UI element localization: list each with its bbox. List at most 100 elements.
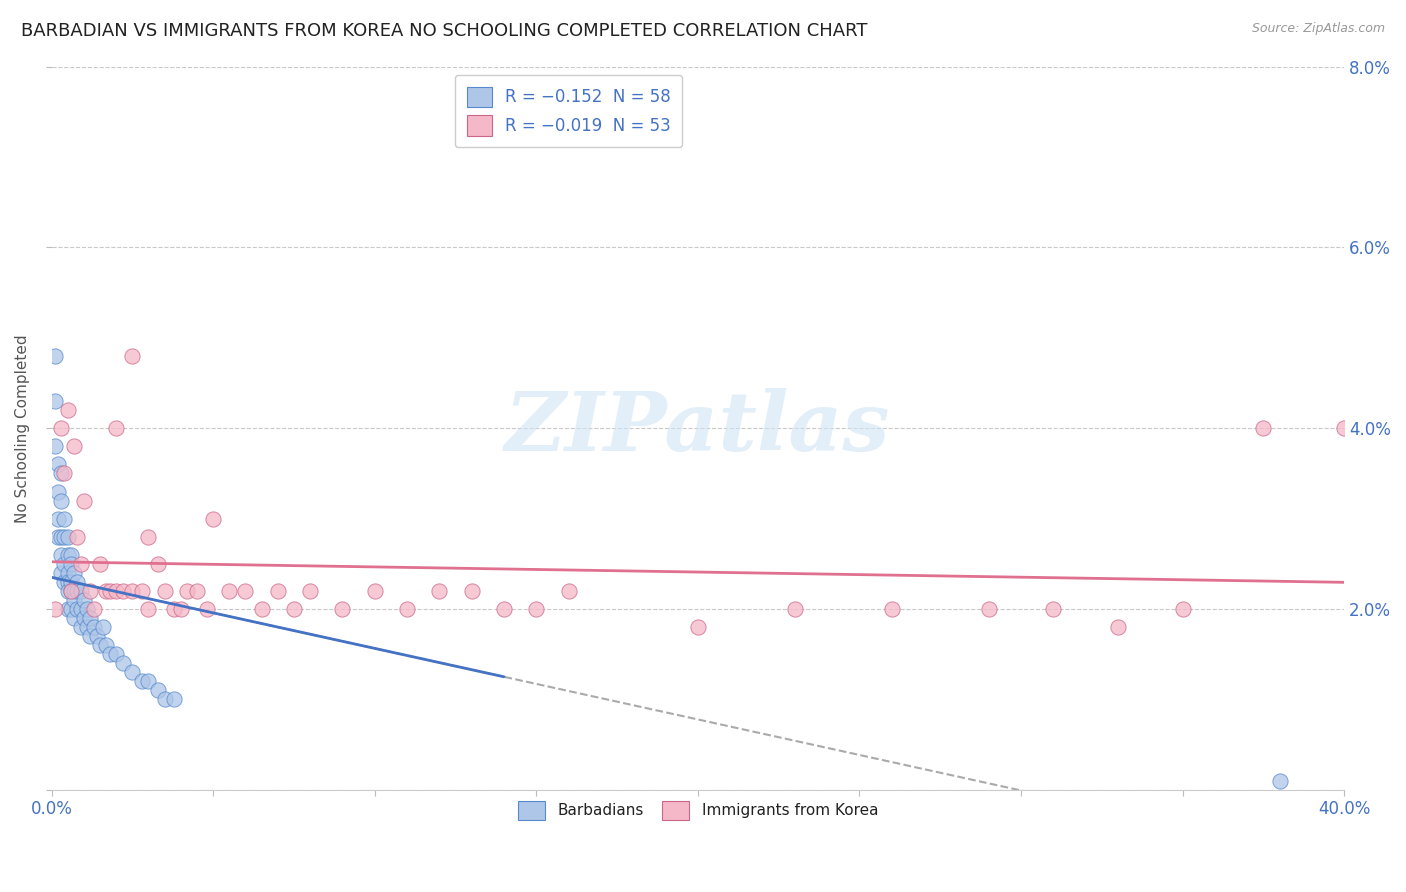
Point	[79, 629, 101, 643]
Point	[46, 530, 69, 544]
Point	[299, 584, 322, 599]
Point	[395, 602, 418, 616]
Point	[524, 602, 547, 616]
Point	[195, 602, 218, 616]
Point	[66, 584, 89, 599]
Point	[176, 584, 198, 599]
Point	[86, 629, 108, 643]
Point	[98, 648, 121, 662]
Point	[202, 511, 225, 525]
Point	[121, 584, 143, 599]
Point	[146, 683, 169, 698]
Point	[59, 584, 82, 599]
Point	[83, 620, 105, 634]
Point	[51, 548, 73, 562]
Point	[44, 602, 66, 616]
Point	[138, 530, 160, 544]
Point	[91, 620, 114, 634]
Point	[96, 584, 118, 599]
Point	[79, 611, 101, 625]
Point	[138, 674, 160, 689]
Point	[146, 557, 169, 571]
Point	[63, 611, 86, 625]
Point	[131, 584, 153, 599]
Point	[69, 620, 91, 634]
Point	[79, 584, 101, 599]
Point	[51, 421, 73, 435]
Point	[63, 593, 86, 607]
Point	[73, 611, 96, 625]
Point	[153, 584, 176, 599]
Point	[96, 638, 118, 652]
Point	[186, 584, 208, 599]
Point	[59, 584, 82, 599]
Point	[44, 394, 66, 409]
Point	[427, 584, 450, 599]
Point	[105, 421, 128, 435]
Point	[53, 574, 76, 589]
Point	[46, 458, 69, 472]
Point	[686, 620, 709, 634]
Point	[56, 530, 79, 544]
Point	[53, 467, 76, 481]
Text: BARBADIAN VS IMMIGRANTS FROM KOREA NO SCHOOLING COMPLETED CORRELATION CHART: BARBADIAN VS IMMIGRANTS FROM KOREA NO SC…	[21, 22, 868, 40]
Point	[111, 584, 134, 599]
Point	[1253, 421, 1275, 435]
Point	[69, 584, 91, 599]
Point	[73, 593, 96, 607]
Point	[1333, 421, 1355, 435]
Point	[1107, 620, 1129, 634]
Point	[56, 566, 79, 580]
Text: ZIPatlas: ZIPatlas	[505, 388, 890, 468]
Point	[153, 692, 176, 706]
Point	[59, 574, 82, 589]
Point	[76, 620, 98, 634]
Point	[250, 602, 273, 616]
Point	[235, 584, 257, 599]
Point	[1171, 602, 1194, 616]
Point	[59, 548, 82, 562]
Point	[89, 638, 111, 652]
Point	[63, 439, 86, 453]
Point	[98, 584, 121, 599]
Point	[59, 557, 82, 571]
Point	[63, 566, 86, 580]
Point	[69, 602, 91, 616]
Point	[69, 557, 91, 571]
Point	[56, 548, 79, 562]
Point	[121, 349, 143, 363]
Point	[51, 566, 73, 580]
Point	[44, 439, 66, 453]
Legend: Barbadians, Immigrants from Korea: Barbadians, Immigrants from Korea	[512, 795, 884, 826]
Point	[460, 584, 482, 599]
Point	[977, 602, 1000, 616]
Point	[53, 530, 76, 544]
Point	[783, 602, 806, 616]
Point	[46, 511, 69, 525]
Point	[51, 467, 73, 481]
Point	[1268, 773, 1291, 788]
Point	[56, 602, 79, 616]
Point	[73, 493, 96, 508]
Point	[76, 602, 98, 616]
Point	[121, 665, 143, 680]
Point	[59, 602, 82, 616]
Point	[1042, 602, 1064, 616]
Point	[363, 584, 385, 599]
Point	[557, 584, 579, 599]
Point	[283, 602, 305, 616]
Point	[53, 557, 76, 571]
Y-axis label: No Schooling Completed: No Schooling Completed	[15, 334, 30, 523]
Point	[170, 602, 193, 616]
Point	[66, 574, 89, 589]
Point	[83, 602, 105, 616]
Point	[53, 511, 76, 525]
Point	[56, 574, 79, 589]
Point	[46, 484, 69, 499]
Point	[492, 602, 515, 616]
Point	[56, 403, 79, 417]
Point	[66, 602, 89, 616]
Point	[332, 602, 354, 616]
Point	[131, 674, 153, 689]
Point	[267, 584, 290, 599]
